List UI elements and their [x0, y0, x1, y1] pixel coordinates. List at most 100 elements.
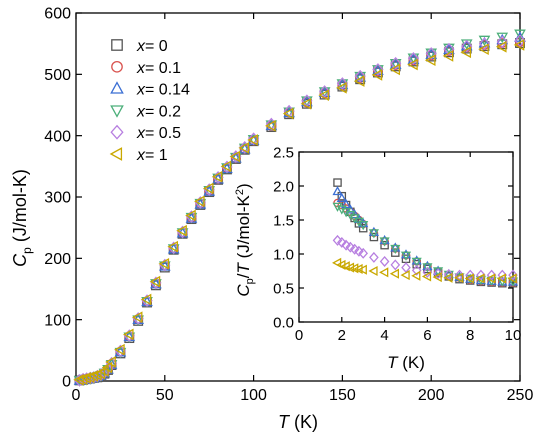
inset-y-axis-sub: p	[244, 278, 256, 284]
inset-data-point	[421, 271, 432, 282]
main-data-point	[478, 37, 491, 51]
inset-data-point	[454, 272, 464, 283]
main-x-tick-label: 200	[418, 387, 445, 404]
inset-data-point	[508, 269, 518, 281]
legend: x= 0 x= 0.1 x= 0.14 x= 0.2 x= 0.5 x= 1	[109, 38, 190, 164]
main-data-point	[478, 43, 489, 56]
inset-data-point	[390, 259, 401, 271]
main-series	[73, 39, 525, 386]
inset-data-point	[391, 248, 400, 257]
inset-data-point	[332, 202, 343, 212]
inset-data-point	[336, 236, 347, 248]
inset-data-point	[368, 265, 378, 277]
inset-data-point	[475, 273, 485, 284]
main-data-point	[247, 134, 258, 146]
inset-x-tick-label: 6	[423, 327, 431, 344]
main-y-tick-label: 200	[44, 251, 71, 268]
legend-label: x= 0.14	[136, 82, 190, 99]
inset-data-point	[422, 263, 433, 273]
main-data-point	[336, 77, 348, 90]
inset-y-axis-var1: C	[234, 284, 253, 297]
main-data-point	[513, 39, 525, 51]
inset-data-point	[422, 260, 433, 270]
main-data-point	[319, 85, 331, 98]
inset-data-point	[389, 268, 400, 279]
inset-data-point	[443, 268, 454, 280]
inset-data-point	[496, 273, 507, 284]
main-data-point	[247, 135, 260, 146]
inset-y-tick-label: 1.0	[273, 246, 294, 263]
inset-series	[332, 234, 518, 281]
main-data-point	[238, 142, 250, 154]
main-data-point	[372, 63, 384, 76]
main-y-tick-label: 300	[44, 190, 71, 207]
main-data-point	[514, 34, 526, 47]
inset-data-point	[353, 263, 363, 275]
main-data-point	[301, 96, 313, 108]
main-data-point	[407, 58, 418, 71]
main-x-tick-label: 0	[72, 387, 81, 404]
inset-data-point	[358, 221, 369, 231]
inset-y-tick-label: 2.0	[273, 178, 294, 195]
main-data-point	[141, 296, 153, 308]
inset-data-point	[349, 263, 359, 274]
main-data-point	[353, 75, 365, 87]
legend-label: x= 0.5	[136, 125, 181, 142]
legend-label: x= 0	[136, 38, 168, 55]
inset-plot-background	[299, 152, 513, 322]
inset-x-tick-label: 4	[380, 327, 388, 344]
main-data-point	[460, 46, 472, 59]
inset-data-point	[486, 273, 496, 284]
main-x-tick-label: 250	[507, 387, 534, 404]
inset-data-point	[497, 269, 508, 281]
inset-data-point	[379, 255, 390, 267]
main-data-point	[424, 54, 436, 67]
main-data-point	[336, 81, 347, 94]
main-y-axis-sub: p	[20, 247, 34, 254]
inset-x-axis-title: T (K)	[387, 353, 425, 372]
main-data-point	[167, 240, 178, 253]
inset-data-point	[332, 185, 343, 196]
main-data-point	[102, 365, 114, 376]
main-data-point	[131, 311, 143, 324]
legend-marker	[110, 81, 124, 94]
inset-y-axis-unit: (J/mol-K	[234, 194, 253, 263]
legend-marker	[111, 39, 123, 51]
main-y-axis-unit: (J/mol-K)	[10, 169, 30, 247]
inset-data-point	[432, 272, 442, 283]
main-data-point	[149, 275, 161, 288]
inset-data-point	[464, 273, 474, 284]
main-data-point	[140, 293, 152, 306]
inset-data-point	[465, 269, 476, 281]
inset-y-axis-slash: /	[234, 273, 253, 278]
main-x-axis-unit: (K)	[289, 412, 318, 432]
main-data-point	[389, 63, 400, 76]
main-data-point	[265, 120, 278, 131]
inset-data-point	[486, 276, 497, 287]
main-data-point	[220, 160, 232, 173]
inset-y-tick-label: 1.5	[273, 212, 294, 229]
inset-data-point	[336, 192, 347, 202]
inset-data-point	[344, 262, 355, 273]
main-data-point	[176, 228, 189, 239]
main-data-point	[80, 372, 91, 384]
inset-data-point	[411, 257, 422, 267]
inset-data-point	[390, 242, 401, 252]
main-y-tick-label: 400	[44, 128, 71, 145]
main-data-point	[496, 32, 509, 44]
legend-marker	[109, 147, 123, 161]
main-data-point	[425, 47, 437, 60]
legend-label: x= 0.1	[136, 60, 181, 77]
main-data-point	[202, 182, 214, 195]
inset-data-point	[380, 240, 389, 250]
inset-y-tick-label: 2.5	[273, 144, 294, 161]
main-data-point	[238, 143, 251, 155]
inset-data-point	[411, 270, 421, 281]
main-data-point	[194, 195, 205, 208]
legend-label: x= 0.2	[136, 103, 181, 120]
main-x-tick-label: 50	[156, 387, 174, 404]
main-data-point	[461, 39, 473, 53]
inset-data-point	[400, 249, 412, 259]
main-data-point	[150, 279, 162, 290]
